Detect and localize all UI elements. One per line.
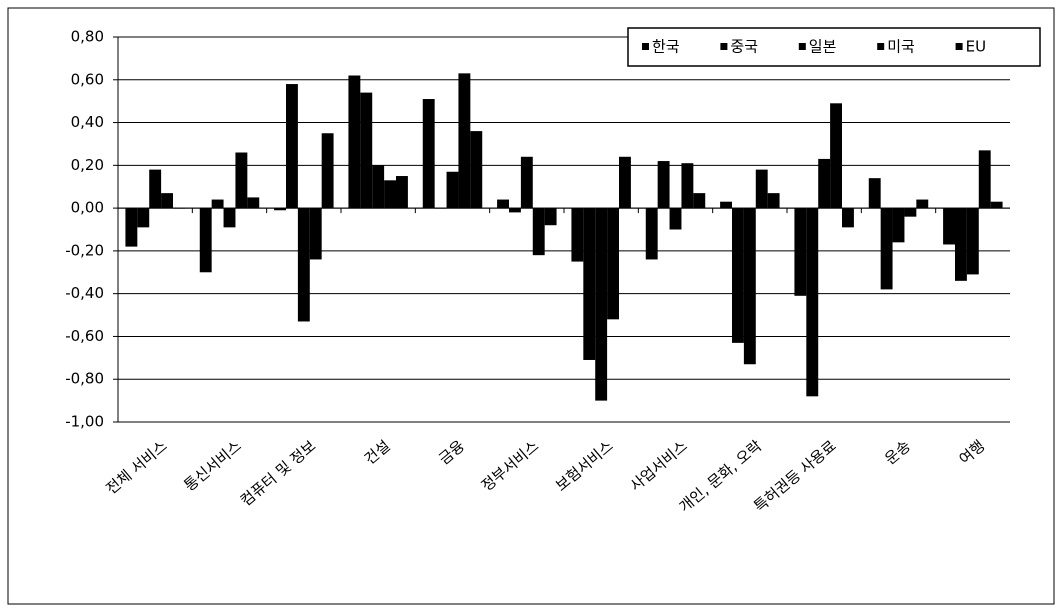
legend-marker [955, 43, 963, 50]
y-tick-label: -0,60 [65, 327, 104, 345]
bar [842, 208, 854, 228]
bar [274, 208, 286, 211]
chart-frame [7, 7, 1055, 605]
bar [978, 150, 991, 209]
bar [372, 165, 385, 209]
bar [731, 208, 744, 343]
bar [396, 176, 408, 209]
bar [645, 208, 658, 260]
bar [297, 208, 310, 322]
bar [892, 208, 905, 243]
y-tick-label: -0,80 [65, 370, 104, 388]
legend-marker [877, 43, 885, 50]
bar [360, 92, 373, 209]
bar [235, 152, 248, 209]
legend-marker [720, 43, 728, 50]
bar [583, 208, 596, 360]
bar [966, 208, 979, 275]
bar [458, 73, 471, 209]
bar [285, 84, 298, 209]
bar [137, 208, 150, 228]
bar [954, 208, 967, 281]
bar [880, 208, 893, 290]
bar [619, 156, 631, 209]
bar [681, 163, 694, 209]
bar [755, 169, 768, 209]
bar [384, 180, 397, 209]
bar [818, 158, 831, 209]
bar [309, 208, 322, 260]
y-tick-label: -0,20 [65, 241, 104, 259]
legend-label: 한국 [652, 38, 680, 56]
bar [446, 171, 459, 209]
bar [916, 199, 929, 209]
bar [943, 208, 955, 245]
bar [904, 208, 917, 217]
bar [607, 208, 620, 320]
bar [348, 75, 361, 209]
bar [571, 208, 584, 262]
legend-label: EU [966, 38, 986, 56]
bar [520, 156, 533, 209]
bar [125, 208, 138, 247]
y-tick-label: -1,00 [65, 413, 104, 431]
y-tick-label: 0,80 [71, 28, 104, 46]
bar [321, 133, 334, 209]
bar [161, 193, 174, 209]
bar [497, 199, 509, 209]
y-tick-label: -0,40 [65, 284, 104, 302]
bar [532, 208, 545, 256]
bar [830, 103, 843, 209]
bar [806, 208, 819, 397]
legend-label: 미국 [887, 38, 915, 56]
y-tick-label: 0,40 [71, 113, 104, 131]
bar [868, 178, 881, 209]
bar [794, 208, 807, 296]
y-tick-label: 0,60 [71, 70, 104, 88]
y-tick-label: 0,00 [71, 199, 104, 217]
bar [657, 161, 670, 209]
bar [669, 208, 682, 230]
bar [149, 169, 162, 209]
legend-marker [798, 43, 806, 50]
legend-box [627, 27, 1041, 67]
legend-label: 중국 [730, 38, 758, 56]
legend-marker [642, 43, 649, 50]
bar [247, 197, 260, 209]
bar [595, 208, 608, 401]
bar [720, 201, 732, 209]
bar [470, 131, 483, 209]
y-tick-label: 0,20 [71, 156, 104, 174]
bar [422, 99, 435, 209]
legend-label: 일본 [809, 38, 837, 56]
bar [767, 193, 780, 209]
bar [508, 208, 521, 213]
bar [544, 208, 557, 226]
bar [693, 193, 706, 209]
bar [223, 208, 236, 228]
bar [990, 201, 1003, 209]
bar [211, 199, 224, 209]
bar [743, 208, 756, 365]
bar [199, 208, 212, 273]
